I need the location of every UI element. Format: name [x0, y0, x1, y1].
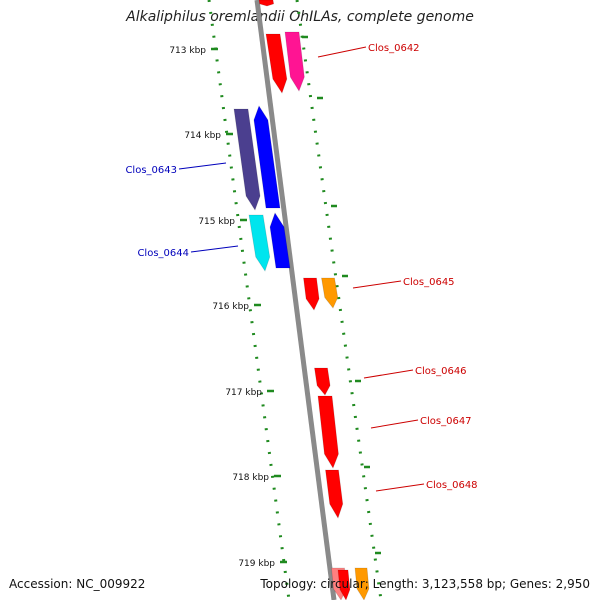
dotted-guide-0: [207, 0, 291, 600]
gene-label: Clos_0648: [426, 480, 478, 491]
gene-feature-clos-0642-pink: [284, 31, 305, 92]
gene-label-leader: [317, 46, 367, 58]
genome-backbone: [254, 0, 337, 600]
gene-label: Clos_0646: [415, 366, 467, 377]
gene-feature-partial-bottom-red: [337, 569, 351, 600]
gene-label: Clos_0642: [368, 43, 420, 54]
tick-label: 715 kbp: [198, 217, 235, 227]
tick-label: 716 kbp: [212, 302, 249, 312]
gene-label-leader: [370, 419, 419, 429]
gene-label: Clos_0645: [403, 277, 455, 288]
tick-label: 719 kbp: [238, 559, 275, 569]
gene-label-leader: [375, 483, 425, 492]
gene-feature-clos-0645: [303, 277, 320, 311]
gene-label-leader: [178, 162, 227, 170]
map-title: Alkaliphilus oremlandii OhILAs, complete…: [126, 9, 474, 25]
topology-text: Topology: circular; Length: 3,123,558 bp…: [260, 577, 590, 591]
gene-feature-clos-0644-blue: [269, 212, 291, 269]
gene-label: Clos_0644: [137, 248, 189, 259]
gene-feature-clos-0647: [317, 395, 339, 469]
gene-label-leader: [363, 369, 414, 379]
accession-text: Accession: NC_009922: [9, 577, 146, 591]
gene-feature-clos-0643: [233, 108, 261, 211]
tick-label: 713 kbp: [169, 46, 206, 56]
gene-label-leader: [352, 280, 402, 289]
gene-feature-clos-0642: [265, 33, 288, 94]
gene-label: Clos_0647: [420, 416, 472, 427]
gene-feature-clos-0646: [314, 367, 331, 396]
dotted-guide-1: [295, 0, 383, 600]
dotted-guides: [207, 0, 383, 600]
gene-labels: Clos_0642 Clos_0643 Clos_0644 Clos_0645 Clos…: [125, 43, 478, 492]
gene-feature-clos-0643-blue: [253, 105, 281, 209]
gene-feature-clos-0644: [248, 214, 271, 272]
gene-feature-clos-0648: [325, 469, 344, 519]
gene-label-leader: [190, 245, 239, 253]
tick-label: 714 kbp: [184, 131, 221, 141]
kbp-ticks: 713 kbp 714 kbp 715 kbp 716 kbp 717 kbp 718 k…: [169, 35, 381, 569]
tick-label: 718 kbp: [232, 473, 269, 483]
gene-features: [233, 0, 370, 600]
tick-label: 717 kbp: [225, 388, 262, 398]
gene-feature-clos-0645-orange: [321, 277, 339, 309]
gene-feature-partial-top: [258, 0, 275, 7]
gene-label: Clos_0643: [125, 165, 177, 176]
gene-feature-partial-bottom-orange: [354, 567, 370, 600]
